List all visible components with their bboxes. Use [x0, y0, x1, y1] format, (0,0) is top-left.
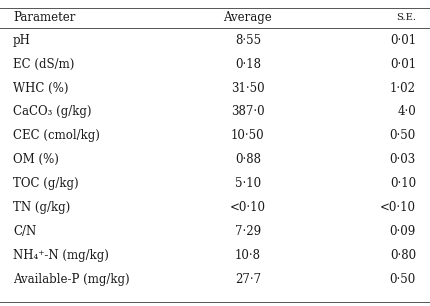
Text: NH₄⁺-N (mg/kg): NH₄⁺-N (mg/kg) [13, 249, 108, 262]
Text: 8·55: 8·55 [234, 34, 260, 47]
Text: pH: pH [13, 34, 31, 47]
Text: WHC (%): WHC (%) [13, 82, 68, 95]
Text: 0·03: 0·03 [389, 153, 415, 166]
Text: 4·0: 4·0 [396, 106, 415, 118]
Text: 0·09: 0·09 [389, 225, 415, 238]
Text: 7·29: 7·29 [234, 225, 260, 238]
Text: TOC (g/kg): TOC (g/kg) [13, 177, 78, 190]
Text: 5·10: 5·10 [234, 177, 260, 190]
Text: EC (dS/m): EC (dS/m) [13, 58, 74, 71]
Text: 10·50: 10·50 [230, 129, 264, 142]
Text: 1·02: 1·02 [389, 82, 415, 95]
Text: TN (g/kg): TN (g/kg) [13, 201, 70, 214]
Text: 0·10: 0·10 [389, 177, 415, 190]
Text: 31·50: 31·50 [230, 82, 264, 95]
Text: S.E.: S.E. [395, 13, 415, 22]
Text: 27·7: 27·7 [234, 273, 260, 285]
Text: 0·50: 0·50 [389, 273, 415, 285]
Text: 0·01: 0·01 [389, 58, 415, 71]
Text: <0·10: <0·10 [229, 201, 265, 214]
Text: 10·8: 10·8 [234, 249, 260, 262]
Text: C/N: C/N [13, 225, 36, 238]
Text: 0·50: 0·50 [389, 129, 415, 142]
Text: OM (%): OM (%) [13, 153, 58, 166]
Text: 0·01: 0·01 [389, 34, 415, 47]
Text: Average: Average [223, 11, 272, 24]
Text: CaCO₃ (g/kg): CaCO₃ (g/kg) [13, 106, 91, 118]
Text: 387·0: 387·0 [230, 106, 264, 118]
Text: CEC (cmol/kg): CEC (cmol/kg) [13, 129, 100, 142]
Text: 0·88: 0·88 [234, 153, 260, 166]
Text: Parameter: Parameter [13, 11, 75, 24]
Text: Available-P (mg/kg): Available-P (mg/kg) [13, 273, 129, 285]
Text: 0·18: 0·18 [234, 58, 260, 71]
Text: 0·80: 0·80 [389, 249, 415, 262]
Text: <0·10: <0·10 [379, 201, 415, 214]
